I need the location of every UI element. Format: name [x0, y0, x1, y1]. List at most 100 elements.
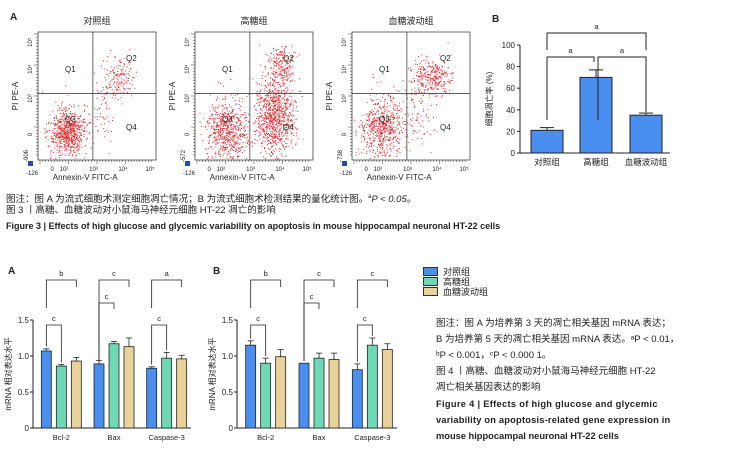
flow-event-dot [447, 81, 449, 83]
flow-event-dot [75, 141, 77, 143]
flow-event-dot [226, 122, 228, 124]
flow-event-dot [72, 143, 74, 145]
flow-event-dot [378, 135, 380, 137]
flow-event-dot [239, 133, 241, 135]
flow-event-dot [278, 98, 280, 100]
flow-event-dot [376, 133, 377, 135]
flow-event-dot [231, 112, 233, 114]
flow-event-dot [292, 65, 294, 67]
flow-event-dot [435, 85, 437, 87]
flow-event-dot [392, 107, 394, 109]
flow-event-dot [209, 116, 211, 118]
flow-event-dot [48, 145, 50, 147]
flow-event-dot [238, 129, 240, 131]
flow-event-dot [57, 124, 59, 126]
y-tick-label: 10⁴ [341, 64, 348, 74]
flow-event-dot [283, 58, 285, 60]
flow-event-dot [399, 152, 401, 154]
flow-event-dot [261, 84, 263, 86]
flow-event-dot [402, 79, 404, 81]
flow-event-dot [64, 154, 66, 156]
flow-event-dot [86, 130, 88, 132]
quadrant-label: Q1 [222, 65, 233, 74]
flow-event-dot [281, 112, 283, 114]
flow-event-dot [212, 142, 214, 144]
flow-event-dot [112, 70, 114, 72]
flow-event-dot [60, 132, 62, 134]
flow-event-dot [74, 132, 76, 134]
flow-event-dot [444, 70, 446, 72]
flow-event-dot [371, 111, 372, 113]
flow-event-dot [280, 110, 282, 112]
flow-event-dot [225, 122, 227, 124]
flow-event-dot [236, 150, 238, 152]
flow-event-dot [271, 122, 273, 124]
flow-event-dot [238, 134, 240, 136]
flow-event-dot [213, 118, 215, 120]
flow-event-dot [392, 145, 394, 147]
flow-event-dot [127, 80, 129, 82]
y-tick-label: 1.5 [18, 316, 30, 325]
flow-event-dot [272, 127, 274, 129]
flow-event-dot [393, 138, 394, 140]
flow-event-dot [273, 79, 275, 81]
flow-event-dot [226, 139, 228, 141]
flow-event-dot [366, 119, 368, 121]
flow-event-dot [280, 126, 282, 128]
flow-event-dot [80, 134, 82, 136]
flow-event-dot [272, 84, 274, 86]
flow-event-dot [69, 123, 71, 125]
flow-event-dot [272, 124, 274, 125]
flow-event-dot [287, 120, 289, 122]
flow-event-dot [233, 147, 235, 148]
flow-event-dot [64, 139, 66, 141]
flow-event-dot [110, 86, 112, 88]
flow-event-dot [107, 131, 109, 133]
flow-event-dot [371, 128, 373, 130]
flow-event-dot [280, 60, 282, 62]
flow-event-dot [230, 116, 232, 118]
flow-event-dot [377, 128, 379, 130]
flow-event-dot [258, 91, 260, 93]
flow-event-dot [387, 103, 388, 105]
flow-event-dot [213, 141, 215, 143]
flow-event-dot [80, 132, 81, 134]
flow-event-dot [247, 113, 249, 115]
flow-event-dot [293, 107, 294, 109]
flow-event-dot [62, 110, 64, 112]
flow-event-dot [224, 120, 226, 122]
flow-event-dot [392, 141, 394, 143]
flow-event-dot [269, 92, 270, 93]
flow-event-dot [218, 104, 220, 106]
flow-event-dot [57, 123, 59, 125]
flow-event-dot [278, 84, 280, 86]
flow-event-dot [389, 123, 391, 125]
flow-event-dot [381, 116, 383, 118]
flow-event-dot [238, 124, 240, 126]
flow-event-dot [262, 105, 264, 106]
flow-event-dot [298, 54, 300, 56]
flow-event-dot [281, 78, 283, 80]
flow-event-dot [283, 102, 285, 104]
flow-event-dot [426, 89, 428, 90]
flow-event-dot [279, 107, 281, 109]
flow-event-dot [292, 90, 294, 92]
flow-event-dot [254, 105, 256, 107]
flow-event-dot [105, 79, 107, 81]
flow-event-dot [425, 86, 427, 88]
flow-event-dot [84, 130, 86, 132]
flow-event-dot [282, 67, 284, 69]
flow-event-dot [359, 126, 361, 128]
flow-event-dot [374, 120, 376, 122]
flow-event-dot [379, 145, 380, 147]
flow-event-dot [230, 125, 232, 127]
flow-event-dot [380, 140, 381, 142]
flow-event-dot [56, 142, 58, 144]
flow-event-dot [231, 115, 233, 117]
flow-event-dot [278, 133, 280, 134]
flow-event-dot [402, 117, 403, 119]
fig3-note-text: 图注：图 A 为流式细胞术测定细胞凋亡情况；B 为流式细胞术检测结果的量化统计图… [6, 194, 369, 206]
flow-event-dot [378, 118, 380, 120]
flow-event-dot [273, 129, 275, 131]
